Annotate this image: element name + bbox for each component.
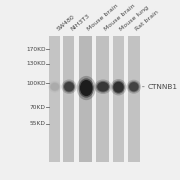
Ellipse shape (127, 80, 141, 94)
Bar (92, 36, 96, 162)
Bar (63, 36, 74, 162)
Ellipse shape (50, 82, 60, 91)
Ellipse shape (80, 80, 93, 96)
Ellipse shape (128, 81, 140, 92)
Text: NIH3T3: NIH3T3 (69, 14, 91, 32)
Text: 70KD: 70KD (30, 105, 46, 110)
Ellipse shape (77, 76, 96, 100)
Text: Mouse brain: Mouse brain (87, 4, 119, 32)
Ellipse shape (111, 79, 126, 95)
Bar (109, 36, 112, 162)
Bar (112, 36, 124, 162)
Ellipse shape (79, 78, 94, 98)
Bar (96, 36, 109, 162)
Bar (140, 36, 144, 162)
Text: CTNNB1: CTNNB1 (148, 84, 178, 90)
Bar (128, 36, 140, 162)
Bar (49, 36, 60, 162)
Bar (124, 36, 128, 162)
Ellipse shape (51, 83, 59, 91)
Ellipse shape (97, 82, 109, 92)
Text: Mouse brain: Mouse brain (104, 4, 136, 32)
Ellipse shape (112, 81, 125, 94)
Text: 130KD: 130KD (26, 61, 46, 66)
Text: SW480: SW480 (56, 14, 75, 32)
Text: 170KD: 170KD (26, 47, 46, 52)
Ellipse shape (94, 79, 112, 94)
Ellipse shape (48, 81, 61, 93)
Ellipse shape (63, 81, 75, 93)
Ellipse shape (96, 81, 110, 93)
Bar (60, 36, 63, 162)
Text: 100KD: 100KD (26, 81, 46, 86)
Ellipse shape (64, 82, 74, 92)
Ellipse shape (129, 82, 139, 91)
Bar (45, 36, 49, 162)
Text: Rat brain: Rat brain (135, 10, 160, 32)
Ellipse shape (113, 82, 124, 93)
Ellipse shape (62, 79, 77, 94)
Bar (79, 36, 92, 162)
Bar (74, 36, 79, 162)
Text: Mouse lung: Mouse lung (119, 5, 150, 32)
Text: 55KD: 55KD (30, 121, 46, 126)
